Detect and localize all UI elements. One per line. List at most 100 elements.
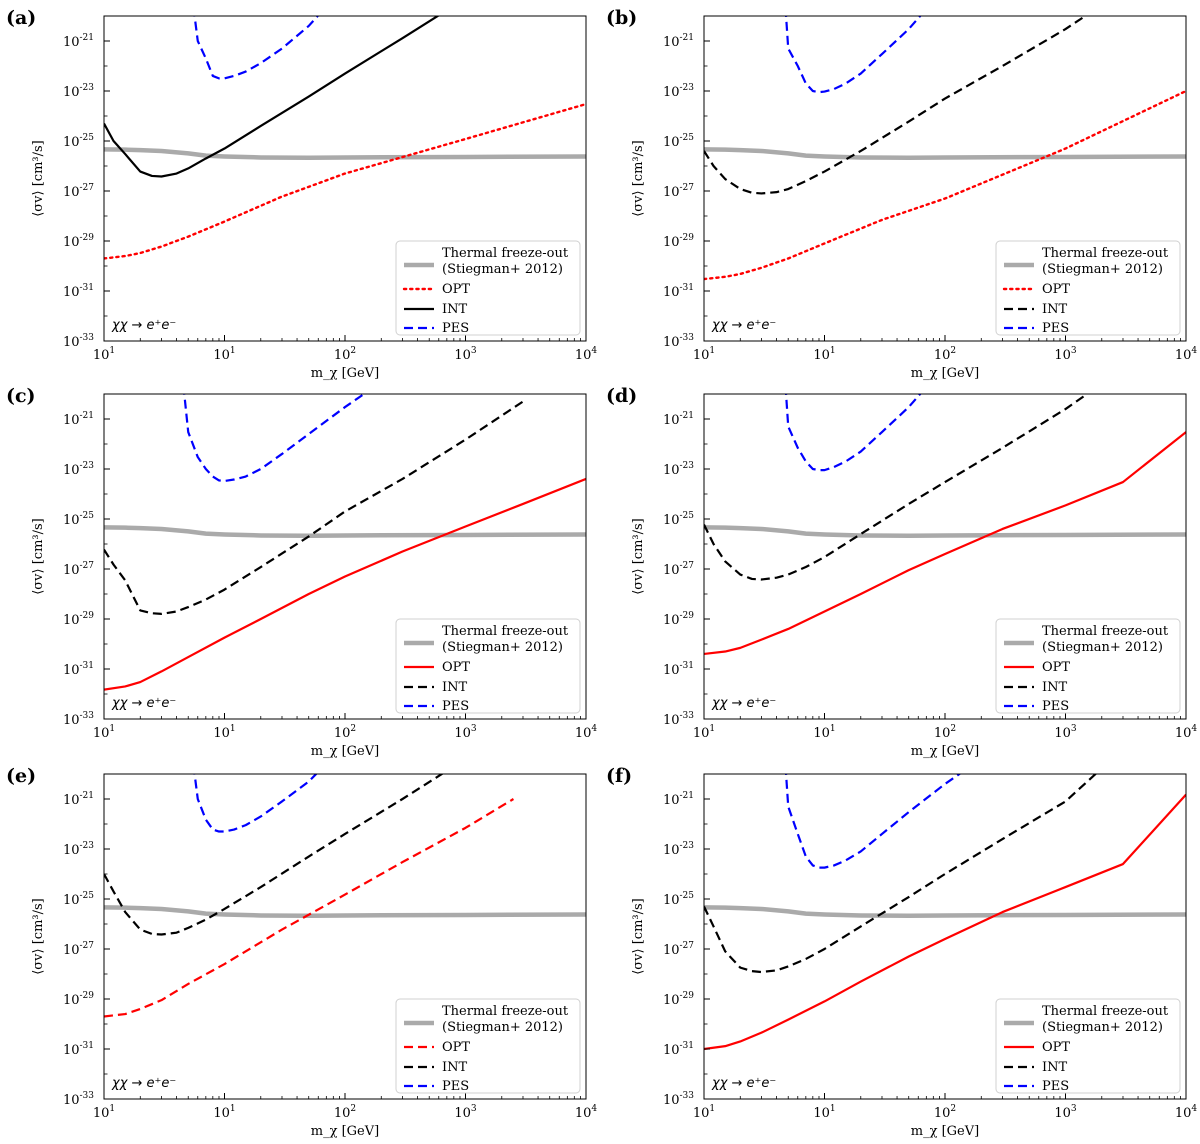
series-line-opt (104, 477, 586, 691)
chart-panel-f: (f)101 101 102 103 10410-2110-2310-2510-2710… (606, 765, 1197, 1139)
x-tick-base: 10 (813, 1106, 830, 1121)
series-line-opt (704, 793, 1186, 1051)
legend-label: OPT (1042, 1040, 1070, 1055)
legend-label: PES (442, 1079, 469, 1094)
y-axis-title: ⟨σv⟩ [cm³/s] (31, 140, 46, 217)
x-tick-label: 101 (813, 1104, 835, 1121)
y-tick-label: 10-25 (63, 511, 94, 528)
series-line-pes (784, 774, 962, 869)
legend-box (395, 998, 581, 1094)
legend-label: OPT (1042, 660, 1070, 675)
x-tick-exponent: 3 (1071, 1104, 1077, 1114)
x-tick-exponent: 1 (109, 1104, 115, 1114)
y-tick-label: 10-27 (663, 183, 694, 200)
y-tick-exponent: -23 (680, 841, 695, 851)
y-tick-base: 10 (63, 713, 80, 728)
legend-label: Thermal freeze-out (1042, 246, 1169, 261)
y-tick-exponent: -21 (680, 411, 695, 421)
y-tick-base: 10 (63, 993, 80, 1008)
x-tick-exponent: 2 (950, 1104, 956, 1114)
x-tick-base: 10 (1175, 726, 1192, 741)
chart-panel-d: (d)101 101 102 103 10410-2110-2310-2510-2710… (606, 385, 1197, 759)
y-tick-exponent: -23 (80, 461, 95, 471)
legend-label: OPT (442, 282, 470, 297)
legend-label: (Stiegman+ 2012) (1042, 262, 1163, 277)
y-axis-title: ⟨σv⟩ [cm³/s] (31, 518, 46, 595)
series-line-pes (784, 16, 922, 94)
x-tick-exponent: 3 (1071, 724, 1077, 734)
x-tick-exponent: 2 (950, 346, 956, 356)
x-tick-exponent: 1 (830, 346, 836, 356)
x-tick-label: 101 (813, 724, 835, 741)
legend-label: OPT (1042, 282, 1070, 297)
legend-label: INT (442, 302, 468, 317)
y-tick-base: 10 (63, 513, 80, 528)
y-tick-label: 10-27 (63, 183, 94, 200)
y-tick-base: 10 (663, 235, 680, 250)
x-tick-base: 10 (813, 348, 830, 363)
y-tick-exponent: -25 (680, 133, 695, 143)
x-tick-exponent: 4 (1191, 724, 1197, 734)
y-tick-label: 10-31 (63, 661, 94, 678)
y-tick-exponent: -25 (80, 133, 95, 143)
legend-label: OPT (442, 1040, 470, 1055)
y-tick-base: 10 (63, 85, 80, 100)
y-tick-exponent: -21 (680, 791, 695, 801)
x-tick-exponent: 4 (591, 724, 597, 734)
x-tick-base: 10 (93, 726, 110, 741)
x-tick-label: 103 (454, 724, 477, 741)
x-tick-base: 10 (693, 726, 710, 741)
legend-box (395, 240, 581, 336)
legend-label: PES (1042, 1079, 1069, 1094)
x-tick-base: 10 (213, 1106, 230, 1121)
x-tick-base: 10 (334, 726, 351, 741)
x-tick-exponent: 1 (709, 346, 715, 356)
y-tick-label: 10-21 (63, 411, 94, 428)
series-line-pes (183, 394, 366, 483)
x-tick-base: 10 (213, 348, 230, 363)
x-tick-label: 101 (93, 1104, 115, 1121)
panel-label: (b) (606, 7, 637, 29)
y-axis-title: ⟨σv⟩ [cm³/s] (31, 898, 46, 975)
x-tick-exponent: 2 (350, 724, 356, 734)
x-axis-title: m_χ [GeV] (911, 1124, 979, 1139)
y-tick-label: 10-29 (63, 991, 94, 1008)
series-line-thermal-freeze-out (704, 525, 1186, 538)
y-tick-exponent: -23 (80, 841, 95, 851)
y-tick-base: 10 (663, 335, 680, 350)
reaction-annotation: χχ → e⁺e⁻ (111, 696, 176, 711)
x-tick-base: 10 (813, 726, 830, 741)
y-tick-base: 10 (63, 135, 80, 150)
y-tick-label: 10-21 (63, 791, 94, 808)
y-tick-label: 10-25 (663, 511, 694, 528)
y-tick-label: 10-29 (663, 233, 694, 250)
legend-label: Thermal freeze-out (1042, 1004, 1169, 1019)
x-tick-base: 10 (575, 726, 592, 741)
x-tick-label: 103 (1054, 346, 1077, 363)
y-tick-base: 10 (663, 943, 680, 958)
x-tick-base: 10 (454, 1106, 471, 1121)
x-tick-exponent: 3 (471, 1104, 477, 1114)
y-tick-exponent: -31 (80, 661, 95, 671)
y-tick-base: 10 (663, 843, 680, 858)
y-tick-label: 10-27 (663, 561, 694, 578)
y-tick-label: 10-33 (663, 1091, 694, 1108)
x-axis-title: m_χ [GeV] (311, 744, 379, 759)
y-tick-base: 10 (663, 513, 680, 528)
y-tick-label: 10-33 (63, 1091, 94, 1108)
legend-label: Thermal freeze-out (442, 246, 569, 261)
x-axis-title: m_χ [GeV] (311, 366, 379, 381)
y-tick-exponent: -31 (80, 283, 95, 293)
x-tick-base: 10 (334, 348, 351, 363)
legend-label: INT (1042, 680, 1068, 695)
legend-label: INT (1042, 302, 1068, 317)
x-tick-label: 104 (1175, 346, 1198, 363)
y-axis-title: ⟨σv⟩ [cm³/s] (631, 898, 646, 975)
legend-label: PES (1042, 699, 1069, 714)
y-tick-exponent: -21 (80, 791, 95, 801)
reaction-annotation: χχ → e⁺e⁻ (711, 696, 776, 711)
y-tick-base: 10 (63, 563, 80, 578)
y-tick-label: 10-25 (663, 891, 694, 908)
y-tick-label: 10-23 (663, 83, 694, 100)
